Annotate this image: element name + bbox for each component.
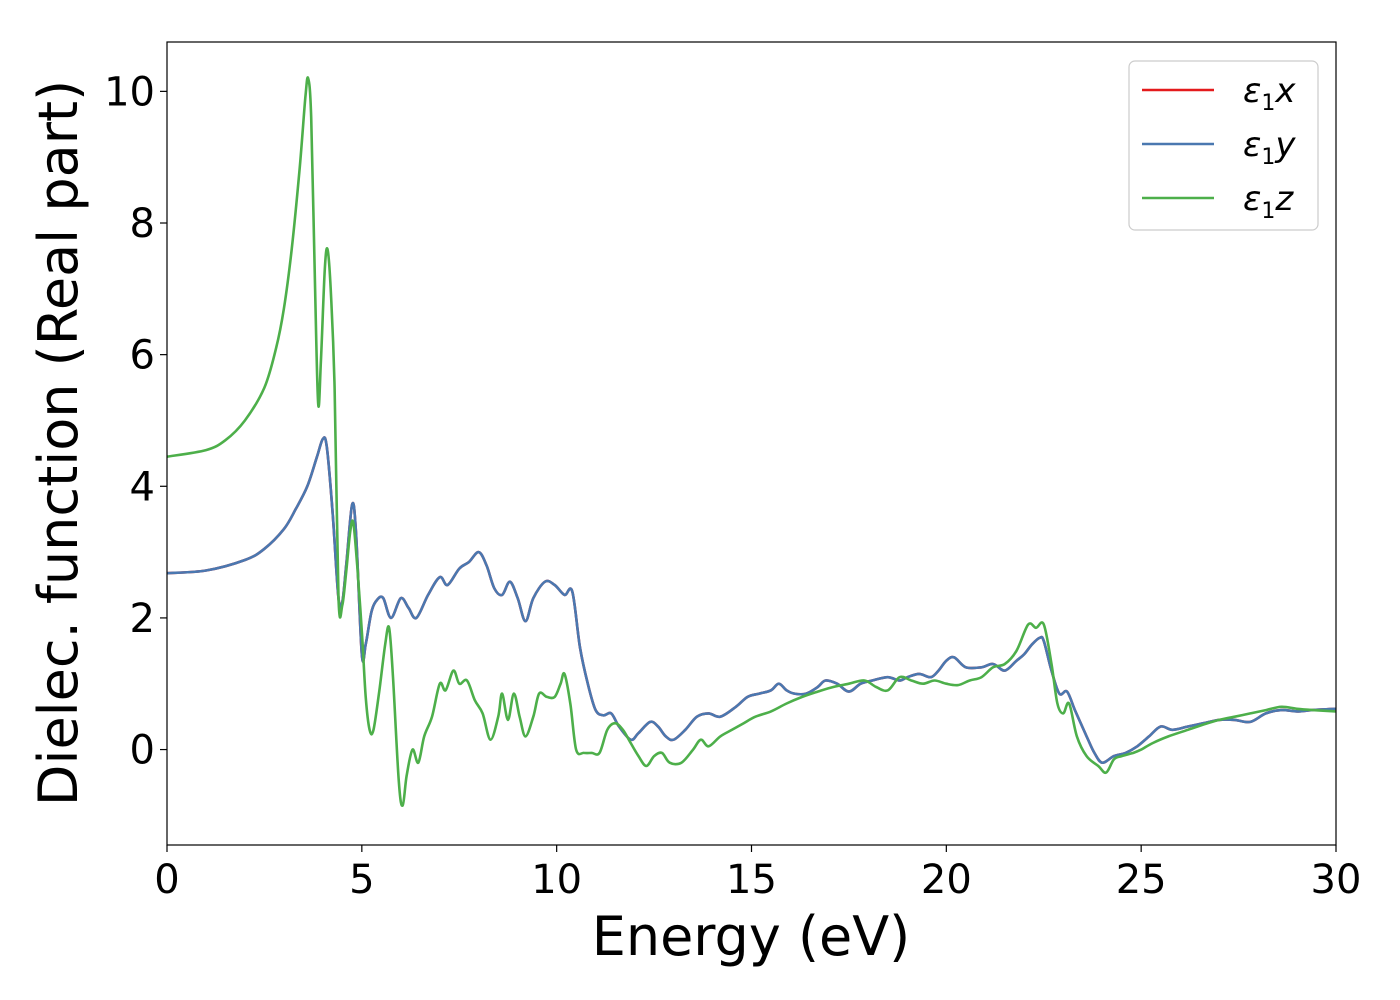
- y-tick-label: 8: [130, 201, 155, 247]
- legend-box: [1128, 60, 1319, 231]
- legend-label: ε1y: [1243, 125, 1296, 170]
- series-line-z: [167, 76, 1336, 808]
- series-line-y: [167, 436, 1336, 765]
- y-tick-label: 4: [130, 464, 155, 510]
- legend-label: ε1z: [1243, 179, 1294, 224]
- x-tick-label: 20: [921, 857, 972, 903]
- y-tick-label: 2: [130, 596, 155, 642]
- plot-lines: [167, 76, 1336, 808]
- x-axis-ticks: 0 5 10 15 20 25 30: [154, 845, 1361, 903]
- x-tick-label: 10: [531, 857, 582, 903]
- y-axis-ticks: 0 2 4 6 8 10: [104, 69, 167, 774]
- y-tick-label: 6: [130, 333, 155, 379]
- y-tick-label: 0: [130, 728, 155, 774]
- x-tick-label: 15: [726, 857, 777, 903]
- x-tick-label: 30: [1311, 857, 1362, 903]
- y-tick-label: 10: [104, 69, 155, 115]
- legend: ε1x ε1y ε1z: [1128, 60, 1319, 231]
- x-tick-label: 5: [349, 857, 374, 903]
- x-tick-label: 0: [154, 857, 179, 903]
- x-axis-label: Energy (eV): [592, 905, 911, 968]
- legend-label: ε1x: [1243, 71, 1296, 116]
- y-axis-label: Dielec. function (Real part): [27, 80, 90, 806]
- x-tick-label: 25: [1116, 857, 1167, 903]
